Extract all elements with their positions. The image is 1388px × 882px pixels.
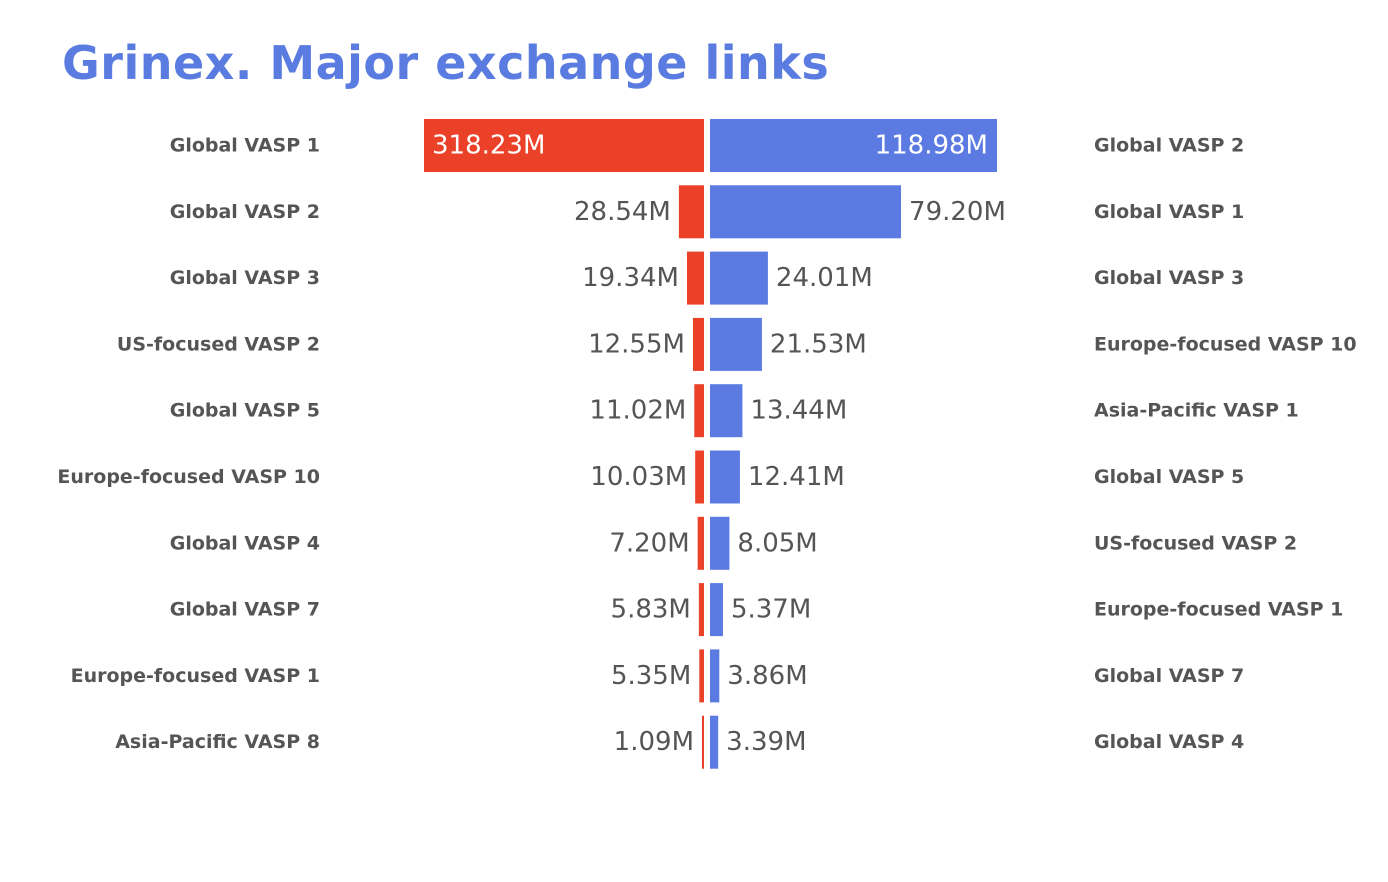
right-value-label: 5.37M bbox=[731, 595, 811, 625]
right-value-label: 24.01M bbox=[776, 263, 873, 293]
right-value-label: 118.98M bbox=[875, 131, 988, 161]
left-bar bbox=[698, 583, 704, 637]
right-category-label: Global VASP 4 bbox=[1094, 731, 1244, 753]
left-category-label: Europe-focused VASP 1 bbox=[71, 665, 320, 687]
right-category-label: US-focused VASP 2 bbox=[1094, 532, 1297, 554]
right-bar bbox=[710, 649, 720, 703]
right-bar bbox=[710, 516, 730, 570]
right-category-label: Global VASP 1 bbox=[1094, 201, 1244, 223]
right-value-label: 79.20M bbox=[909, 197, 1006, 227]
right-bar bbox=[710, 119, 997, 172]
left-value-label: 12.55M bbox=[588, 329, 685, 359]
left-bar bbox=[424, 119, 704, 172]
right-category-label: Europe-focused VASP 10 bbox=[1094, 333, 1357, 355]
left-category-label: Global VASP 1 bbox=[170, 135, 320, 157]
right-value-label: 21.53M bbox=[770, 329, 867, 359]
left-value-label: 318.23M bbox=[432, 131, 545, 161]
right-category-label: Global VASP 5 bbox=[1094, 466, 1244, 488]
left-bar bbox=[699, 649, 704, 703]
left-category-label: Global VASP 7 bbox=[170, 599, 320, 621]
left-category-label: Asia-Pacific VASP 8 bbox=[115, 731, 320, 753]
right-bar bbox=[710, 450, 740, 504]
right-bar bbox=[710, 384, 743, 438]
left-category-label: Global VASP 2 bbox=[170, 201, 320, 223]
page-title: Grinex. Major exchange links bbox=[62, 36, 830, 90]
right-value-label: 12.41M bbox=[748, 462, 845, 492]
right-value-label: 8.05M bbox=[737, 528, 817, 558]
left-value-label: 10.03M bbox=[590, 462, 687, 492]
right-bar bbox=[710, 251, 768, 305]
left-value-label: 1.09M bbox=[614, 727, 694, 757]
right-bar bbox=[710, 715, 719, 769]
right-category-label: Global VASP 7 bbox=[1094, 665, 1244, 687]
left-category-label: Global VASP 4 bbox=[170, 532, 320, 554]
left-value-label: 5.35M bbox=[611, 661, 691, 691]
left-category-label: Global VASP 3 bbox=[170, 267, 320, 289]
left-value-label: 11.02M bbox=[589, 396, 686, 426]
left-category-label: Global VASP 5 bbox=[170, 400, 320, 422]
left-bar bbox=[697, 516, 704, 570]
right-category-label: Global VASP 3 bbox=[1094, 267, 1244, 289]
left-bar bbox=[692, 317, 704, 371]
right-category-label: Europe-focused VASP 1 bbox=[1094, 599, 1343, 621]
right-value-label: 3.86M bbox=[727, 661, 807, 691]
left-value-label: 28.54M bbox=[574, 197, 671, 227]
right-value-label: 3.39M bbox=[726, 727, 806, 757]
right-category-label: Asia-Pacific VASP 1 bbox=[1094, 400, 1299, 422]
right-bar bbox=[710, 583, 723, 637]
left-value-label: 5.83M bbox=[611, 595, 691, 625]
left-category-label: Europe-focused VASP 10 bbox=[57, 466, 320, 488]
right-bar bbox=[710, 317, 762, 371]
left-value-label: 7.20M bbox=[609, 528, 689, 558]
left-bar bbox=[702, 715, 704, 769]
left-category-label: US-focused VASP 2 bbox=[117, 333, 320, 355]
right-category-label: Global VASP 2 bbox=[1094, 135, 1244, 157]
left-bar bbox=[686, 251, 704, 305]
left-bar bbox=[695, 450, 704, 504]
left-value-label: 19.34M bbox=[582, 263, 679, 293]
left-bar bbox=[678, 185, 704, 239]
right-bar bbox=[710, 185, 902, 239]
left-bar bbox=[694, 384, 704, 438]
right-value-label: 13.44M bbox=[750, 396, 847, 426]
